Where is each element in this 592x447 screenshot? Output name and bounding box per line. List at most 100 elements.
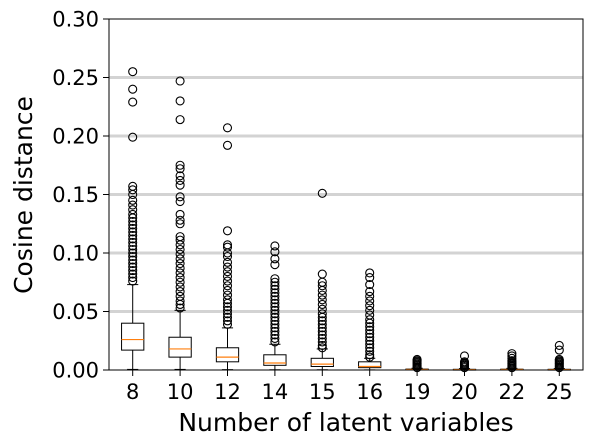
outlier-point [317,337,327,347]
outlier-point [222,226,233,236]
outlier-point [175,180,185,190]
outlier-point [175,258,185,269]
box-group-25 [547,340,571,373]
outlier-point [128,255,138,265]
outlier-point [270,319,280,329]
outlier-point [222,312,233,322]
box-group-19 [405,354,429,373]
outlier-point [128,241,138,251]
outlier-point [175,282,185,292]
outlier-point [175,268,185,278]
outlier-point [128,251,138,262]
outlier-point [365,346,375,356]
outlier-point [365,332,375,342]
box-iqr [215,347,240,363]
x-tick-label: 12 [214,380,241,404]
outlier-point [270,241,280,251]
outlier-point [270,323,280,333]
outlier-point [365,273,375,283]
outlier-point [365,350,375,360]
outlier-point [365,291,375,301]
outlier-point [128,265,138,276]
outlier-point [317,312,327,322]
outlier-point [270,333,280,343]
outlier-point [222,251,233,262]
outlier-point [317,290,327,300]
outlier-point [128,200,138,210]
outlier-point [128,237,138,248]
outlier-point [270,247,280,257]
outlier-point [128,248,138,258]
outlier-point [222,316,233,326]
box-iqr [168,336,192,358]
box-group-20 [452,351,477,373]
outlier-point [222,285,233,295]
x-axis-label: Number of latent variables [178,408,513,437]
outlier-point [270,284,280,294]
outlier-point [128,227,138,237]
grid-lines [109,76,583,313]
outlier-point [365,343,375,353]
x-tick-label: 15 [309,380,336,404]
outlier-point [222,281,233,291]
box-iqr [358,361,382,369]
outlier-point [175,219,185,229]
outlier-point [128,195,138,205]
outlier-point [317,316,327,326]
outlier-point [175,192,185,202]
outlier-point [317,295,327,305]
y-tick-label: 0.30 [52,8,99,32]
outlier-point [128,97,138,107]
outlier-point [365,336,375,346]
y-tick-label: 0.10 [52,242,99,266]
outlier-point [554,340,564,350]
outlier-point [317,326,327,336]
outlier-point [128,230,138,240]
outlier-point [222,123,233,133]
outlier-point [175,76,185,86]
outlier-point [365,315,375,325]
outlier-point [317,333,327,343]
y-tick-label: 0.15 [52,183,99,207]
x-tick-label: 10 [167,380,194,404]
outlier-point [175,254,185,264]
outlier-point [270,302,280,312]
outlier-point [270,330,280,340]
outlier-point [270,298,280,308]
outlier-point [175,235,185,245]
x-tick-label: 25 [546,380,573,404]
outlier-point [175,263,185,273]
outlier-point [270,277,280,287]
outlier-point [317,323,327,333]
outlier-point [365,305,375,315]
box-group-16 [358,268,382,371]
outlier-point [222,309,233,319]
outlier-point [222,302,233,312]
box-group-15 [310,188,334,371]
box-group-12 [215,123,240,371]
box-series [121,67,571,373]
outlier-point [365,268,375,278]
outlier-point [365,287,375,297]
outlier-point [270,281,280,291]
outlier-point [222,242,233,252]
outlier-point [175,240,185,250]
outlier-point [270,291,280,301]
outlier-point [222,248,233,258]
outlier-point [175,164,185,174]
outlier-point [175,296,185,306]
outlier-point [128,258,138,269]
x-tick-label: 14 [262,380,289,404]
outlier-point [270,326,280,336]
outlier-point [128,185,138,195]
box-group-8 [121,67,145,370]
outlier-point [175,291,185,301]
outlier-point [317,319,327,329]
box-iqr [310,357,334,367]
box-iqr [263,354,287,366]
outlier-point [175,303,185,313]
outlier-point [317,309,327,319]
outlier-point [270,316,280,326]
outlier-point [365,322,375,332]
outlier-point [222,305,233,315]
